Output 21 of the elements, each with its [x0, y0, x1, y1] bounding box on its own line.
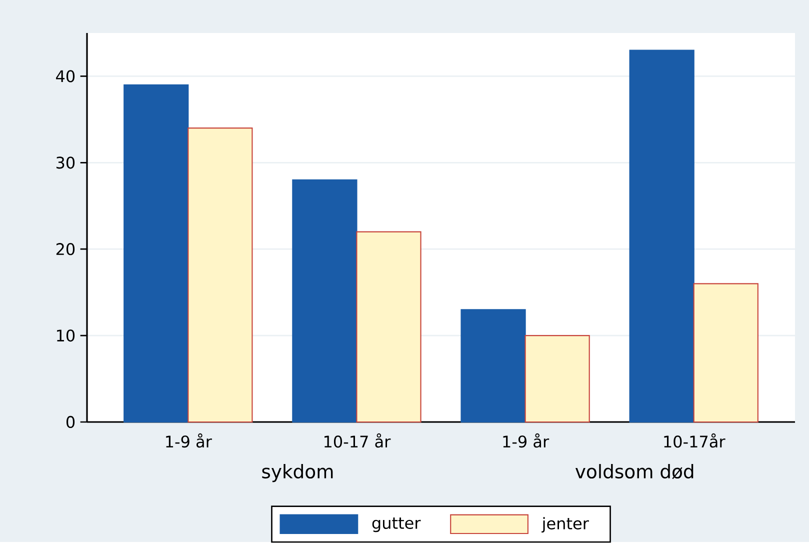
bar — [356, 231, 422, 423]
bar — [292, 180, 358, 423]
bar — [629, 50, 694, 423]
y-tick-label: 30 — [56, 156, 75, 169]
y-tick-label: 40 — [56, 70, 75, 82]
y-tick-label: 20 — [56, 243, 75, 256]
bar — [124, 84, 189, 423]
legend-label: jenter — [542, 517, 589, 533]
bar — [524, 335, 590, 423]
text: sykdom — [262, 464, 333, 482]
x-tick-label: 10-17år — [664, 434, 726, 448]
x-tick-label: 1-9 år — [166, 434, 212, 448]
bar — [693, 283, 758, 423]
bar — [460, 309, 526, 423]
y-tick-label: 0 — [66, 416, 75, 428]
legend-label: gutter — [372, 518, 421, 532]
bar — [188, 128, 253, 423]
y-tick-label: 10 — [57, 330, 75, 342]
x-tick-label: 1-9 år — [503, 434, 550, 448]
x-tick-label: 10-17 år — [324, 434, 391, 448]
text: voldsom død — [575, 464, 694, 480]
